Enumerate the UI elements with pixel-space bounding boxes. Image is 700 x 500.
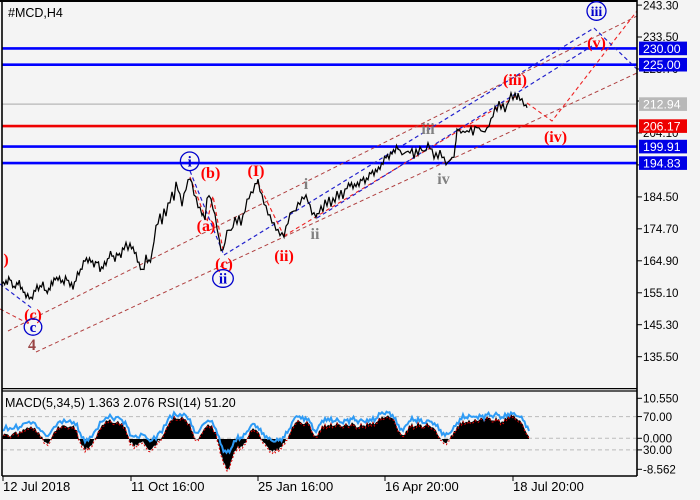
svg-text:ii: ii bbox=[219, 272, 227, 288]
svg-text:18 Jul 20:00: 18 Jul 20:00 bbox=[513, 479, 584, 494]
svg-text:70.00: 70.00 bbox=[643, 411, 672, 424]
svg-text:iii: iii bbox=[591, 5, 603, 20]
svg-text:212.94: 212.94 bbox=[643, 98, 681, 112]
svg-text:(iii): (iii) bbox=[503, 72, 527, 89]
svg-text:iv: iv bbox=[437, 171, 449, 188]
svg-text:(v): (v) bbox=[587, 35, 606, 52]
svg-text:(ii): (ii) bbox=[274, 248, 294, 265]
svg-text:MACD(5,34,5) 1.363 2.076 RSI(1: MACD(5,34,5) 1.363 2.076 RSI(14) 51.20 bbox=[5, 396, 236, 410]
svg-text:i: i bbox=[188, 154, 192, 170]
svg-text:0.000: 0.000 bbox=[643, 433, 672, 446]
svg-text:16 Apr 20:00: 16 Apr 20:00 bbox=[385, 479, 459, 494]
svg-text:10.550: 10.550 bbox=[643, 393, 678, 406]
svg-text:155.10: 155.10 bbox=[643, 287, 678, 300]
svg-text:(c): (c) bbox=[215, 256, 233, 273]
svg-text:194.83: 194.83 bbox=[643, 157, 681, 171]
svg-text:i: i bbox=[304, 176, 309, 193]
svg-text:-8.562: -8.562 bbox=[643, 464, 676, 477]
svg-text:4: 4 bbox=[28, 337, 36, 354]
svg-text:164.90: 164.90 bbox=[643, 255, 678, 268]
svg-text:206.17: 206.17 bbox=[643, 120, 681, 134]
svg-text:243.30: 243.30 bbox=[643, 0, 678, 12]
svg-text:(a): (a) bbox=[197, 218, 216, 235]
svg-text:(iv): (iv) bbox=[544, 129, 567, 146]
svg-text:230.00: 230.00 bbox=[643, 42, 681, 56]
svg-text:145.30: 145.30 bbox=[643, 319, 678, 332]
svg-text:#MCD,H4: #MCD,H4 bbox=[8, 6, 63, 20]
svg-text:225.00: 225.00 bbox=[643, 58, 681, 72]
svg-text:11 Oct 16:00: 11 Oct 16:00 bbox=[131, 479, 204, 494]
svg-text:30.00: 30.00 bbox=[643, 444, 672, 457]
svg-text:174.70: 174.70 bbox=[643, 223, 678, 236]
svg-text:iii: iii bbox=[421, 121, 435, 138]
svg-text:199.91: 199.91 bbox=[643, 140, 681, 154]
svg-text:25 Jan 16:00: 25 Jan 16:00 bbox=[258, 479, 333, 494]
svg-text:12 Jul 2018: 12 Jul 2018 bbox=[3, 479, 70, 494]
svg-text:184.50: 184.50 bbox=[643, 191, 678, 204]
svg-text:135.50: 135.50 bbox=[643, 351, 678, 364]
svg-text:): ) bbox=[3, 252, 8, 269]
svg-text:c: c bbox=[30, 320, 37, 336]
svg-text:233.50: 233.50 bbox=[643, 31, 678, 44]
svg-text:(b): (b) bbox=[201, 165, 221, 182]
svg-text:ii: ii bbox=[311, 226, 320, 243]
svg-text:(I): (I) bbox=[248, 163, 265, 180]
